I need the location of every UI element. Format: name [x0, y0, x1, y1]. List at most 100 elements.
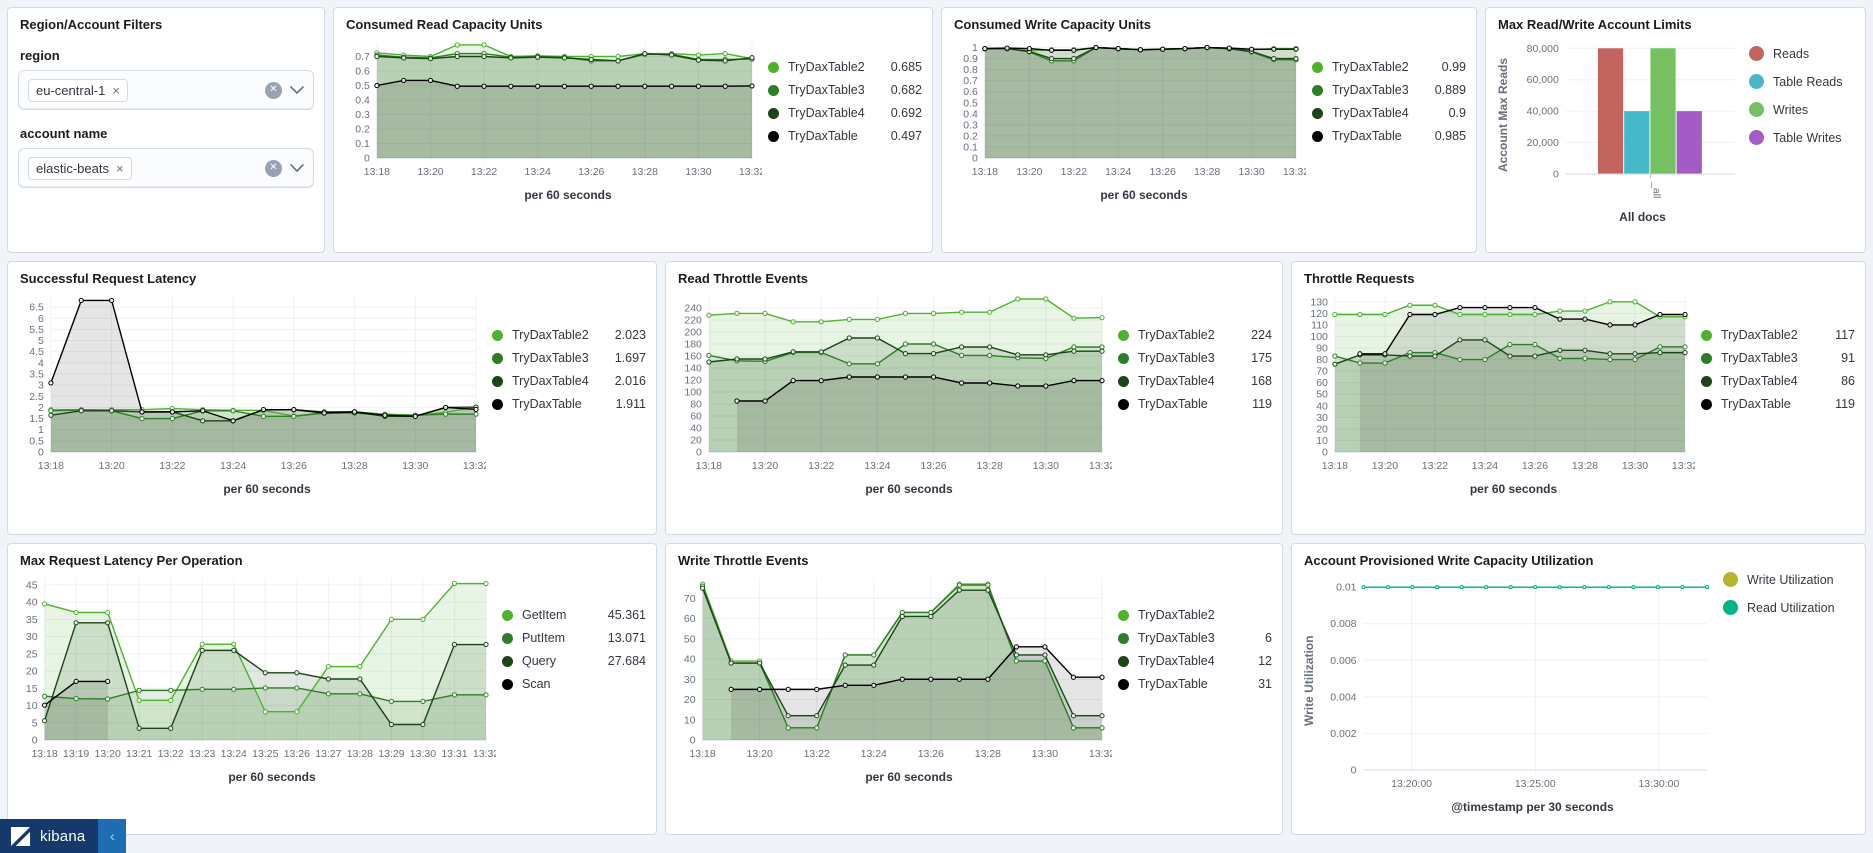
series-color-dot: [1749, 74, 1764, 89]
legend-item[interactable]: TryDaxTable4 86: [1701, 374, 1855, 388]
svg-text:5.5: 5.5: [29, 324, 44, 336]
legend-item[interactable]: TryDaxTable4 12: [1118, 654, 1272, 668]
svg-text:0.8: 0.8: [963, 64, 978, 76]
svg-text:220: 220: [684, 315, 702, 327]
legend-item[interactable]: Writes: [1749, 102, 1855, 117]
consumed-read-chart[interactable]: 0 0.1 0.2 0.3 0.4 0.5 0.6 0.7 13:18 13:20 13:22 13:…: [344, 34, 762, 184]
panel-title: Region/Account Filters: [20, 17, 163, 32]
svg-text:13:28: 13:28: [632, 166, 658, 178]
svg-text:13:22: 13:22: [471, 166, 497, 178]
legend-item[interactable]: TryDaxTable4 0.692: [768, 106, 922, 120]
legend-item[interactable]: TryDaxTable2 117: [1701, 328, 1855, 342]
series-color-dot: [492, 375, 503, 387]
chart-legend: Write Utilization Read Utilization: [1717, 570, 1855, 628]
svg-text:0.3: 0.3: [355, 109, 370, 121]
legend-series-name: TryDaxTable3: [512, 351, 589, 365]
legend-series-name: TryDaxTable2: [788, 60, 865, 74]
legend-item[interactable]: PutItem 13.071: [502, 631, 646, 645]
consumed-write-chart[interactable]: 00.10.20.30.40.50.60.70.80.91 13:18 13:20 1…: [952, 34, 1306, 184]
legend-series-value: 0.889: [1434, 83, 1466, 97]
svg-text:13:32: 13:32: [1089, 460, 1112, 472]
legend-item[interactable]: Read Utilization: [1723, 600, 1855, 615]
legend-item[interactable]: TryDaxTable2 0.685: [768, 60, 922, 74]
legend-item[interactable]: TryDaxTable2 2.023: [492, 328, 646, 342]
legend-item[interactable]: TryDaxTable4 2.016: [492, 374, 646, 388]
clear-region-icon[interactable]: ✕: [265, 81, 282, 99]
legend-item[interactable]: Table Writes: [1749, 130, 1855, 145]
svg-text:13:30: 13:30: [1033, 460, 1059, 472]
legend-item[interactable]: TryDaxTable3 6: [1118, 631, 1272, 645]
svg-text:3.5: 3.5: [29, 369, 44, 381]
legend-series-name: Write Utilization: [1747, 572, 1834, 587]
svg-text:2: 2: [38, 402, 44, 414]
region-selected-pill[interactable]: eu-central-1 ×: [28, 78, 128, 102]
legend-item[interactable]: TryDaxTable 31: [1118, 677, 1272, 691]
chart-legend: TryDaxTable2 TryDaxTable3 6 TryDaxTable4 12 T…: [1112, 570, 1272, 700]
legend-item[interactable]: TryDaxTable 1.911: [492, 397, 646, 411]
chevron-down-icon[interactable]: [290, 164, 304, 172]
legend-item[interactable]: TryDaxTable4 168: [1118, 374, 1272, 388]
legend-item[interactable]: Write Utilization: [1723, 572, 1855, 587]
account-selected-pill[interactable]: elastic-beats ×: [28, 156, 132, 180]
legend-item[interactable]: TryDaxTable3 175: [1118, 351, 1272, 365]
x-axis-label: All docs: [1619, 210, 1666, 224]
series-color-dot: [1749, 46, 1764, 61]
legend-item[interactable]: TryDaxTable 0.985: [1312, 129, 1466, 143]
panel-title: Account Provisioned Write Capacity Utili…: [1304, 553, 1594, 568]
legend-item[interactable]: TryDaxTable2: [1118, 608, 1272, 622]
account-combobox[interactable]: elastic-beats × ✕: [18, 148, 314, 188]
legend-item[interactable]: Query 27.684: [502, 654, 646, 668]
legend-item[interactable]: TryDaxTable2 224: [1118, 328, 1272, 342]
legend-item[interactable]: GetItem 45.361: [502, 608, 646, 622]
svg-text:0.006: 0.006: [1330, 655, 1356, 667]
svg-text:13:20: 13:20: [752, 460, 778, 472]
legend-series-name: TryDaxTable3: [1332, 83, 1409, 97]
svg-text:13:22: 13:22: [1061, 166, 1087, 178]
legend-item[interactable]: TryDaxTable3 0.889: [1312, 83, 1466, 97]
legend-series-value: 224: [1251, 328, 1272, 342]
svg-text:13:28: 13:28: [341, 460, 367, 472]
request-latency-chart[interactable]: 00.511.522.533.544.555.566.5 13:18 13:20 13…: [18, 288, 486, 478]
legend-item[interactable]: TryDaxTable3 1.697: [492, 351, 646, 365]
svg-text:13:21: 13:21: [126, 748, 152, 760]
chevron-down-icon[interactable]: [290, 86, 304, 94]
legend-series-name: Reads: [1773, 46, 1810, 61]
legend-item[interactable]: TryDaxTable3 0.682: [768, 83, 922, 97]
legend-item[interactable]: TryDaxTable3 91: [1701, 351, 1855, 365]
remove-region-icon[interactable]: ×: [112, 82, 120, 98]
series-color-dot: [492, 398, 503, 410]
remove-account-icon[interactable]: ×: [115, 160, 124, 176]
svg-text:30: 30: [1316, 412, 1328, 424]
panel-write-throttle-events: Write Throttle Events 0 10 20 30 40 50 60 70 13:…: [665, 543, 1283, 835]
legend-item[interactable]: TryDaxTable2 0.99: [1312, 60, 1466, 74]
legend-item[interactable]: Table Reads: [1749, 74, 1855, 89]
legend-series-value: 45.361: [607, 608, 646, 622]
svg-text:20: 20: [26, 666, 38, 678]
legend-series-value: 1.697: [614, 351, 646, 365]
legend-item[interactable]: TryDaxTable4 0.9: [1312, 106, 1466, 120]
series-color-dot: [502, 632, 513, 644]
svg-text:13:30: 13:30: [1032, 748, 1058, 760]
write-throttle-chart[interactable]: 0 10 20 30 40 50 60 70 13:18 13:20 13:22 13:24 13:26…: [676, 570, 1112, 766]
legend-series-value: 117: [1835, 328, 1855, 342]
max-latency-per-op-chart[interactable]: 0 5 10 15 20 25 30 35 40 45 13:18 13:19 13:20 13:21 13…: [18, 570, 496, 766]
legend-item[interactable]: TryDaxTable 119: [1701, 397, 1855, 411]
svg-text:0.7: 0.7: [963, 75, 978, 87]
legend-series-value: 0.685: [890, 60, 922, 74]
svg-text:10: 10: [684, 714, 696, 726]
legend-item[interactable]: TryDaxTable 0.497: [768, 129, 922, 143]
svg-text:200: 200: [684, 327, 702, 339]
nav-collapse-button[interactable]: ‹: [98, 819, 127, 853]
legend-item[interactable]: Scan: [502, 677, 646, 691]
x-axis-label: per 60 seconds: [1100, 188, 1188, 202]
account-limits-bar-chart[interactable]: 0 20,000 40,000 60,000 80,000 _all: [1512, 34, 1743, 206]
region-combobox[interactable]: eu-central-1 × ✕: [18, 70, 314, 110]
write-utilization-chart[interactable]: 0 0.002 0.004 0.006 0.008 0.01 13:20:00 13:25:0…: [1318, 570, 1717, 796]
legend-item[interactable]: TryDaxTable 119: [1118, 397, 1272, 411]
svg-text:13:18: 13:18: [31, 748, 57, 760]
svg-text:13:26: 13:26: [918, 748, 944, 760]
clear-account-icon[interactable]: ✕: [265, 159, 282, 177]
legend-item[interactable]: Reads: [1749, 46, 1855, 61]
